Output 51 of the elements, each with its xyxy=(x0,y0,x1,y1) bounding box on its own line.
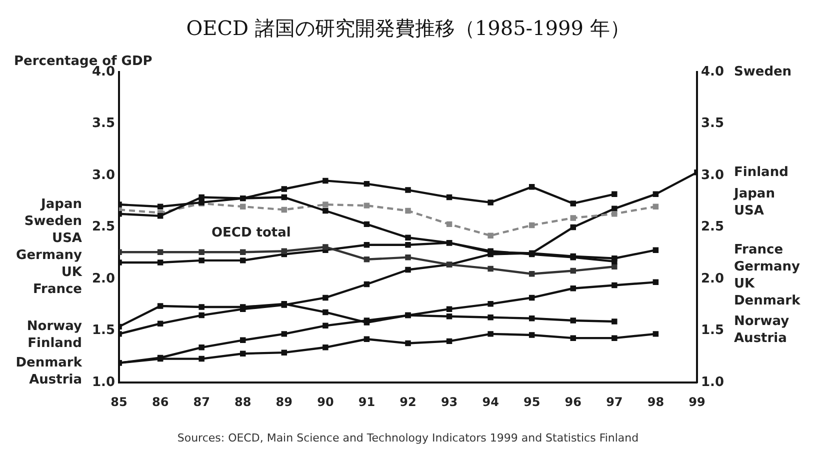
text: Japan xyxy=(734,186,775,202)
text: USA xyxy=(734,204,764,219)
x-tick-label: 91 xyxy=(358,394,376,409)
text: USA xyxy=(52,230,82,246)
y-tick-label: 3.5 xyxy=(92,116,116,132)
x-tick-label: 93 xyxy=(440,394,458,409)
text: Sweden xyxy=(24,214,82,229)
y2-tick-label: 2.5 xyxy=(700,220,724,235)
text: Germany xyxy=(16,248,83,263)
y-tick-label: 1.0 xyxy=(92,374,116,390)
text: Norway xyxy=(26,319,83,334)
y-tick-label: 3.0 xyxy=(92,168,116,183)
x-tick-label: 86 xyxy=(152,394,169,409)
x-tick-label: 85 xyxy=(110,394,128,409)
text: Norway xyxy=(734,314,790,329)
x-tick-label: 87 xyxy=(193,394,210,409)
y2-tick-label: 3.0 xyxy=(700,168,724,183)
x-tick-label: 88 xyxy=(234,394,252,409)
text: UK xyxy=(61,264,83,280)
y2-tick-label: 4.0 xyxy=(700,64,724,80)
text: France xyxy=(734,242,784,258)
annotation: OECD total xyxy=(212,226,291,241)
chart-title: OECD 諸国の研究開発費推移（1985-1999 年） xyxy=(186,16,630,40)
text: Austria xyxy=(734,330,787,346)
text: Finland xyxy=(28,336,82,352)
x-tick-label: 95 xyxy=(523,394,540,409)
x-tick-label: 99 xyxy=(688,394,706,409)
text: Japan xyxy=(40,196,82,212)
y-tick-label: 2.5 xyxy=(92,220,116,235)
x-tick-label: 98 xyxy=(647,394,664,409)
y-tick-label: 2.0 xyxy=(92,271,116,286)
text: France xyxy=(32,282,82,297)
y2-tick-label: 1.5 xyxy=(700,323,724,338)
text: Germany xyxy=(734,259,800,274)
text: Finland xyxy=(734,164,788,180)
x-tick-label: 94 xyxy=(482,394,499,409)
text: Sweden xyxy=(734,64,792,80)
text: UK xyxy=(734,276,755,292)
y2-tick-label: 2.0 xyxy=(700,271,724,286)
text: Denmark xyxy=(734,293,800,308)
y-tick-label: 1.5 xyxy=(92,323,116,338)
y2-tick-label: 1.0 xyxy=(700,374,724,390)
source-note: Sources: OECD, Main Science and Technology Indicators 1999 and Statistics Finland xyxy=(177,431,639,444)
x-tick-label: 92 xyxy=(400,394,416,409)
x-tick-label: 96 xyxy=(564,394,582,409)
text: Austria xyxy=(29,372,82,388)
x-tick-label: 89 xyxy=(276,394,293,409)
x-tick-label: 90 xyxy=(317,394,334,409)
x-tick-label: 97 xyxy=(606,394,623,409)
y2-tick-label: 3.5 xyxy=(700,116,724,132)
text: Denmark xyxy=(16,355,82,370)
